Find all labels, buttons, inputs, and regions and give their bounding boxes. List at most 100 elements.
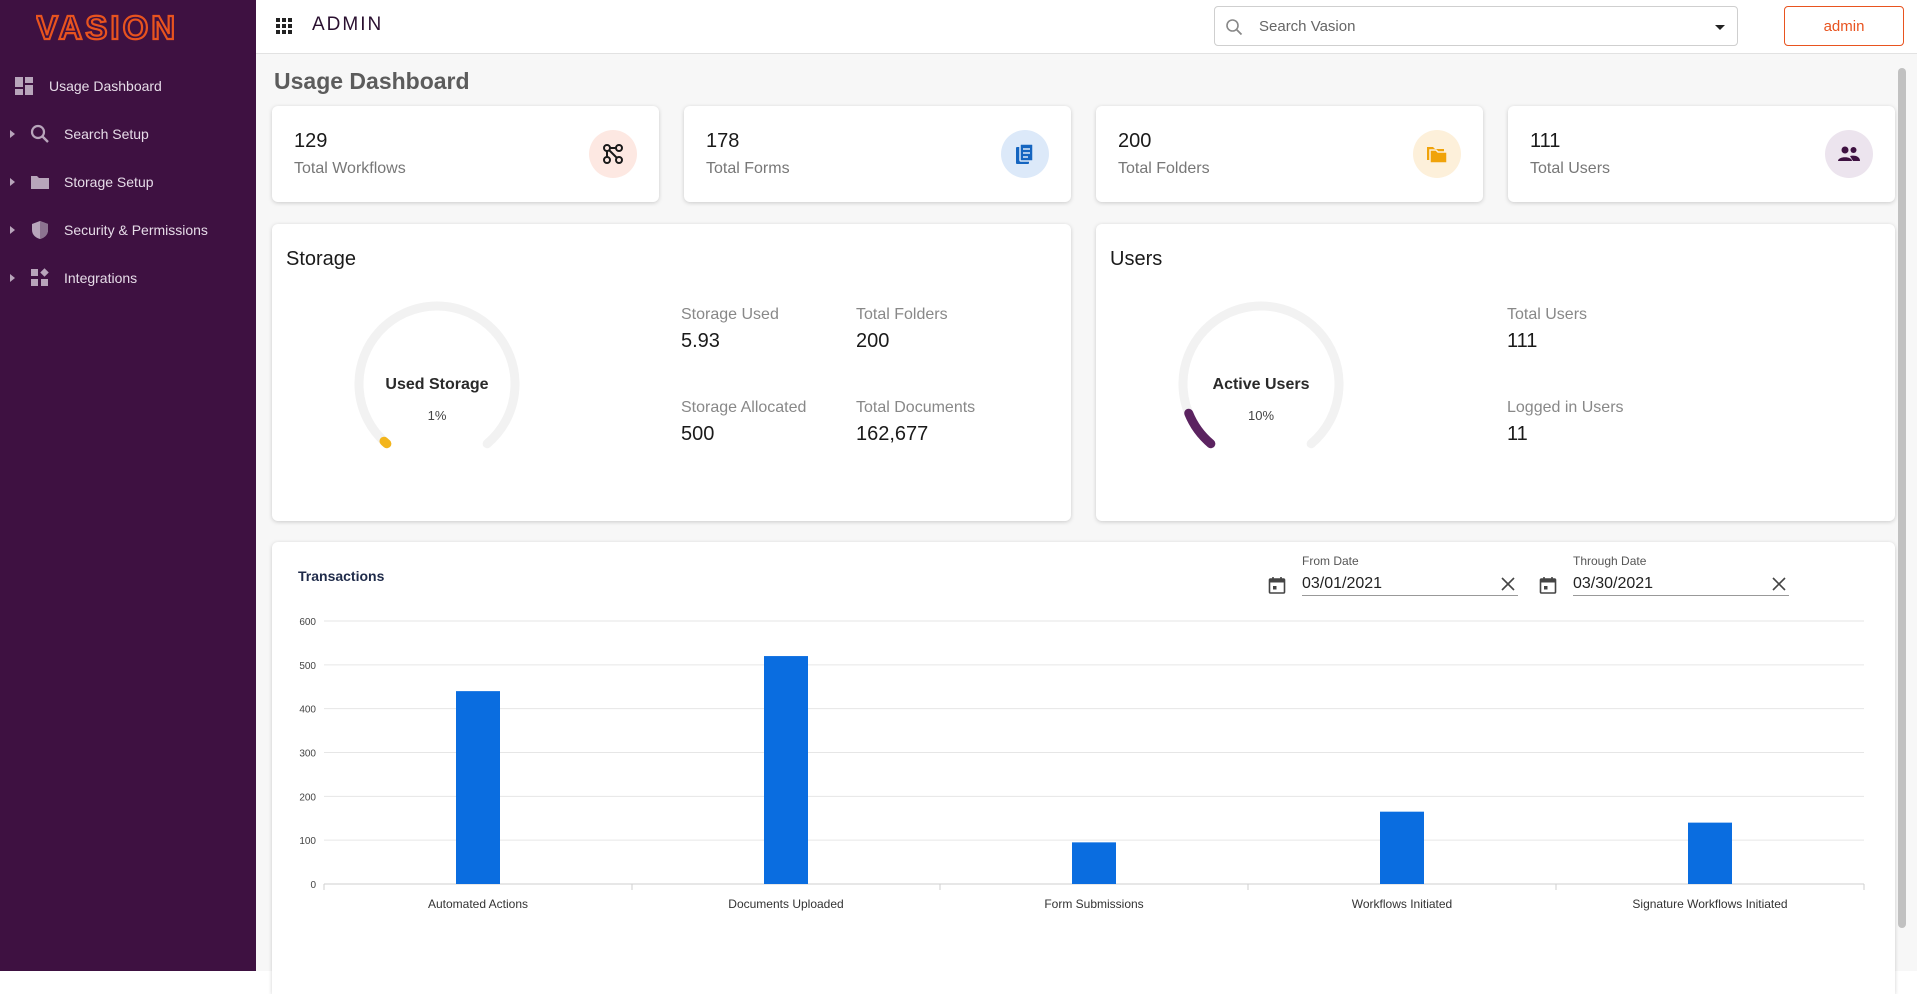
- y-tick-label: 100: [299, 836, 316, 847]
- y-tick-label: 200: [299, 792, 316, 803]
- integrations-icon: [31, 268, 49, 286]
- total-folders-value: 200: [856, 330, 890, 352]
- vasion-logo[interactable]: VASION: [36, 10, 220, 44]
- users-gauge-label: Active Users: [1212, 376, 1310, 393]
- search-dropdown-icon[interactable]: [1715, 25, 1725, 30]
- search-icon: [1226, 19, 1243, 36]
- storage-panel: Storage Used Storage 1% Storage Used 5.9…: [272, 224, 1071, 521]
- stat-value: 111: [1530, 130, 1561, 152]
- sidebar-item-search-setup[interactable]: Search Setup: [0, 110, 256, 158]
- bar[interactable]: [764, 656, 808, 884]
- storage-panel-title: Storage: [286, 248, 357, 270]
- storage-used-value: 5.93: [681, 330, 720, 352]
- search-input[interactable]: [1259, 15, 1699, 37]
- gauge-track: [1178, 301, 1344, 449]
- svg-text:VASION: VASION: [36, 10, 178, 44]
- transactions-bar-chart: 0 100 200 300 400 500 600 Automated Actions Docu…: [299, 617, 1865, 911]
- transactions-panel: Transactions From Date Through Date 0 100…: [272, 542, 1895, 994]
- total-users-label: Total Users: [1507, 306, 1588, 323]
- total-documents-label: Total Documents: [856, 399, 976, 416]
- users-icon: [1825, 130, 1873, 178]
- storage-gauge-percent: 1%: [427, 408, 447, 423]
- expand-caret-icon[interactable]: [10, 178, 15, 186]
- bar[interactable]: [456, 691, 500, 884]
- expand-caret-icon[interactable]: [10, 130, 15, 138]
- sidebar-item-security-permissions[interactable]: Security & Permissions: [0, 206, 256, 254]
- sidebar-item-integrations[interactable]: Integrations: [0, 254, 256, 302]
- users-gauge: [1178, 301, 1344, 449]
- sidebar-item-label: Search Setup: [64, 126, 149, 142]
- y-tick-label: 600: [299, 617, 316, 628]
- sidebar-item-label: Usage Dashboard: [49, 78, 162, 94]
- storage-gauge: [354, 301, 520, 449]
- storage-allocated-value: 500: [681, 423, 715, 445]
- expand-caret-icon[interactable]: [10, 226, 15, 234]
- x-tick-label: Workflows Initiated: [1352, 897, 1452, 911]
- total-documents-value: 162,677: [856, 423, 929, 445]
- users-panel-title: Users: [1110, 248, 1163, 270]
- app-title: ADMIN: [312, 14, 384, 35]
- user-menu-button[interactable]: admin: [1784, 6, 1904, 46]
- sidebar-item-usage-dashboard[interactable]: Usage Dashboard: [0, 62, 256, 110]
- search-box[interactable]: [1214, 6, 1738, 46]
- logged-in-users-value: 11: [1507, 423, 1528, 445]
- y-tick-label: 300: [299, 749, 316, 760]
- gauge-fill: [379, 436, 392, 449]
- clear-icon[interactable]: [1500, 576, 1516, 592]
- calendar-icon[interactable]: [1539, 576, 1557, 594]
- expand-caret-icon[interactable]: [10, 274, 15, 282]
- stat-card-folders: 200 Total Folders: [1096, 106, 1483, 202]
- sidebar: VASION Usage Dashboard Search Setup Stor…: [0, 0, 256, 971]
- users-panel: Users Active Users 10% Total Users 111 L…: [1096, 224, 1895, 521]
- sidebar-item-storage-setup[interactable]: Storage Setup: [0, 158, 256, 206]
- users-gauge-percent: 10%: [1247, 408, 1275, 423]
- y-tick-label: 0: [310, 880, 316, 891]
- bar[interactable]: [1072, 842, 1116, 884]
- bar[interactable]: [1380, 811, 1424, 884]
- shield-icon: [32, 221, 48, 239]
- top-bar: ADMIN admin: [256, 0, 1917, 54]
- stat-card-workflows: 129 Total Workflows: [272, 106, 659, 202]
- sidebar-nav: Usage Dashboard Search Setup Storage Set…: [0, 62, 256, 302]
- from-date-input[interactable]: [1302, 572, 1518, 596]
- workflow-icon: [589, 130, 637, 178]
- stat-card-forms: 178 Total Forms: [684, 106, 1071, 202]
- x-tick-label: Form Submissions: [1044, 897, 1143, 911]
- through-date-field: Through Date: [1539, 554, 1799, 598]
- calendar-icon[interactable]: [1268, 576, 1286, 594]
- through-date-label: Through Date: [1573, 554, 1647, 568]
- stat-value: 129: [294, 130, 328, 152]
- storage-allocated-label: Storage Allocated: [681, 399, 807, 416]
- page-title: Usage Dashboard: [274, 68, 470, 94]
- logged-in-users-label: Logged in Users: [1507, 399, 1624, 416]
- scrollbar-thumb[interactable]: [1898, 68, 1906, 928]
- sidebar-item-label: Security & Permissions: [64, 222, 208, 238]
- stat-value: 178: [706, 130, 740, 152]
- from-date-field: From Date: [1268, 554, 1528, 598]
- storage-gauge-label: Used Storage: [385, 376, 489, 393]
- gauge-fill: [1184, 408, 1216, 449]
- stat-label: Total Folders: [1118, 160, 1210, 177]
- sidebar-item-label: Integrations: [64, 270, 138, 286]
- gauge-track: [354, 301, 520, 449]
- dashboard-icon: [15, 77, 33, 95]
- stat-label: Total Workflows: [294, 160, 406, 177]
- clear-icon[interactable]: [1771, 576, 1787, 592]
- through-date-input[interactable]: [1573, 572, 1789, 596]
- main-content: Usage Dashboard 129 Total Workflows 178 …: [256, 54, 1917, 994]
- page-scrollbar[interactable]: [1897, 68, 1907, 938]
- search-icon: [30, 124, 49, 143]
- bar[interactable]: [1688, 822, 1732, 884]
- app-launcher-icon[interactable]: [276, 18, 292, 34]
- x-tick-label: Signature Workflows Initiated: [1632, 897, 1787, 911]
- y-tick-label: 400: [299, 705, 316, 716]
- stat-value: 200: [1118, 130, 1152, 152]
- transactions-title: Transactions: [298, 568, 385, 584]
- stat-card-users: 111 Total Users: [1508, 106, 1895, 202]
- folders-icon: [1413, 130, 1461, 178]
- y-tick-label: 500: [299, 661, 316, 672]
- total-users-value: 111: [1507, 330, 1538, 352]
- folder-icon: [31, 176, 49, 189]
- forms-icon: [1001, 130, 1049, 178]
- sidebar-item-label: Storage Setup: [64, 174, 154, 190]
